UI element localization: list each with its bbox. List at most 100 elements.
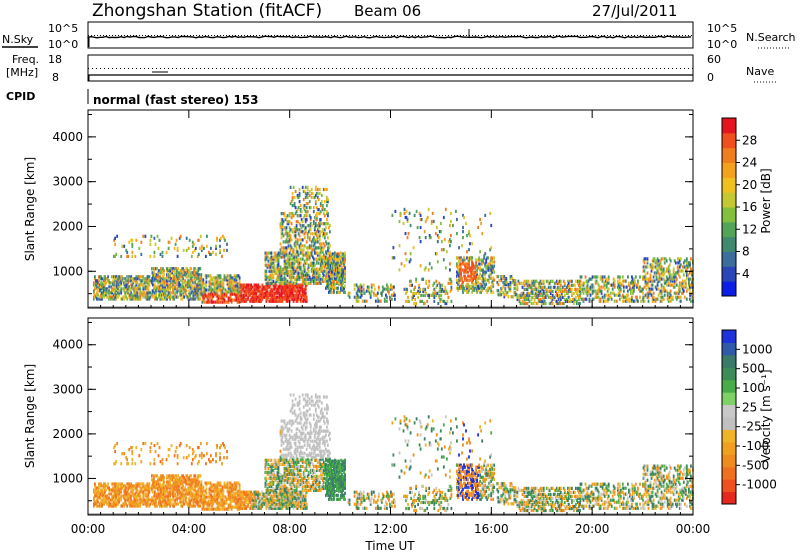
power-cell: [567, 295, 569, 299]
power-cell: [567, 291, 569, 295]
power-cell: [670, 275, 673, 279]
power-cell: [147, 287, 150, 291]
velocity-cell: [113, 488, 115, 492]
power-cell: [342, 268, 344, 272]
power-cell: [288, 230, 291, 234]
power-cell: [289, 287, 292, 291]
power-cell: [332, 252, 334, 256]
power-cell: [205, 276, 208, 280]
power-cell: [336, 276, 338, 280]
power-cell: [458, 270, 460, 274]
power-cell: [292, 265, 295, 269]
power-cell: [545, 279, 548, 283]
velocity-cell: [95, 488, 97, 492]
power-cell: [135, 238, 138, 242]
power-cell: [278, 275, 281, 279]
power-cell: [458, 266, 460, 270]
power-cell: [270, 269, 273, 273]
nave-dot: [468, 68, 469, 69]
power-cell: [151, 279, 153, 283]
power-cell: [166, 275, 168, 279]
nsearch-dot: [658, 35, 659, 36]
power-cell: [636, 283, 638, 287]
power-cell: [428, 262, 431, 266]
power-cell: [553, 281, 556, 285]
power-cell: [652, 275, 655, 279]
power-cell: [304, 251, 307, 255]
power-cell: [341, 255, 343, 259]
power-cell: [305, 297, 308, 301]
power-cell: [485, 258, 488, 262]
power-cell: [294, 240, 297, 244]
power-cell: [159, 285, 161, 289]
power-cell: [238, 280, 241, 284]
power-cell: [340, 260, 342, 264]
power-cell: [542, 285, 545, 289]
power-cell: [305, 240, 308, 244]
power-cell: [311, 269, 314, 273]
power-cell: [200, 287, 203, 291]
power-cell: [281, 297, 284, 301]
power-cell: [604, 279, 607, 283]
power-cell: [519, 295, 522, 299]
power-cell: [166, 269, 168, 273]
power-cell: [635, 283, 637, 287]
power-cell: [208, 288, 211, 292]
velocity-cell: [109, 504, 111, 508]
power-cell: [285, 295, 288, 299]
power-cell: [408, 299, 410, 303]
power-cell: [569, 297, 571, 301]
power-cell: [449, 289, 452, 293]
nave-dot: [140, 68, 141, 69]
power-cell: [247, 283, 250, 287]
nsearch-dot: [679, 35, 680, 36]
power-cell: [491, 256, 494, 260]
power-cell: [418, 291, 420, 295]
power-cell: [290, 271, 293, 275]
power-cell: [146, 275, 149, 279]
power-cell: [167, 291, 169, 295]
power-cell: [233, 298, 236, 302]
power-cell: [115, 293, 117, 297]
power-cell: [290, 216, 293, 220]
nsearch-dot: [100, 35, 101, 36]
power-cell: [247, 285, 250, 289]
power-cell: [497, 289, 500, 293]
power-cell: [322, 253, 325, 257]
power-cell: [174, 295, 176, 299]
power-cell: [171, 271, 173, 275]
power-cell: [285, 230, 288, 234]
nave-dot: [324, 68, 325, 69]
nsearch-dot: [502, 35, 503, 36]
power-cell: [282, 289, 285, 293]
power-cell: [631, 295, 633, 299]
power-cell: [402, 221, 405, 226]
power-cell: [630, 289, 632, 293]
power-cell: [269, 269, 272, 273]
power-cell: [633, 277, 635, 281]
power-cell: [336, 290, 338, 294]
power-cell: [296, 220, 299, 224]
power-cell: [570, 287, 572, 291]
power-cell: [240, 285, 243, 289]
power-cell: [296, 195, 299, 200]
power-cell: [253, 285, 256, 289]
power-cell: [655, 261, 658, 265]
power-cell: [162, 287, 164, 291]
power-cell: [287, 285, 290, 289]
power-cell: [273, 297, 276, 301]
power-cell: [539, 293, 542, 297]
power-cell: [114, 293, 116, 297]
power-cell: [511, 295, 514, 299]
power-cell: [457, 286, 459, 290]
nave-dot: [216, 68, 217, 69]
power-cell: [155, 289, 157, 293]
nave-dot: [524, 68, 525, 69]
power-cell: [124, 287, 127, 291]
power-cell: [203, 300, 206, 304]
nave-dot: [88, 68, 89, 69]
power-cell: [284, 277, 287, 281]
nave-dot: [456, 68, 457, 69]
power-cell: [533, 297, 536, 301]
nsearch-dot: [148, 35, 149, 36]
